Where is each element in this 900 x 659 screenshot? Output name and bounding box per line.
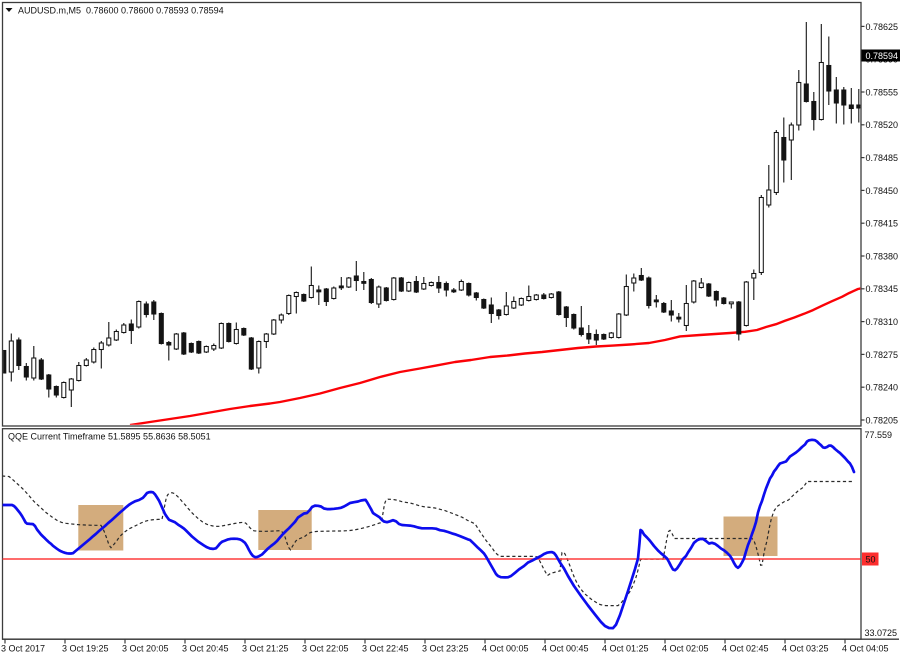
svg-text:50: 50 [866,555,876,565]
svg-text:4 Oct 02:05: 4 Oct 02:05 [662,644,709,654]
svg-text:0.78555: 0.78555 [866,87,899,97]
svg-text:AUDUSD.m,M5 0.78600 0.78600 0: AUDUSD.m,M5 0.78600 0.78600 0.78593 0.78… [18,6,224,16]
svg-text:0.78240: 0.78240 [866,383,899,393]
svg-text:0.78485: 0.78485 [866,153,899,163]
svg-text:4 Oct 04:05: 4 Oct 04:05 [842,644,889,654]
svg-text:0.78520: 0.78520 [866,120,899,130]
svg-text:77.559: 77.559 [865,430,893,440]
svg-text:3 Oct 22:05: 3 Oct 22:05 [302,644,349,654]
svg-text:0.78450: 0.78450 [866,186,899,196]
svg-text:3 Oct 21:25: 3 Oct 21:25 [242,644,289,654]
svg-text:0.78275: 0.78275 [866,350,899,360]
svg-text:4 Oct 01:25: 4 Oct 01:25 [602,644,649,654]
svg-text:3 Oct 19:25: 3 Oct 19:25 [62,644,109,654]
svg-text:0.78625: 0.78625 [866,22,899,32]
svg-text:0.78380: 0.78380 [866,251,899,261]
svg-text:3 Oct 20:45: 3 Oct 20:45 [182,644,229,654]
svg-text:0.78310: 0.78310 [866,317,899,327]
svg-text:4 Oct 00:05: 4 Oct 00:05 [482,644,529,654]
svg-text:0.78345: 0.78345 [866,284,899,294]
svg-text:3 Oct 23:25: 3 Oct 23:25 [422,644,469,654]
svg-text:4 Oct 03:25: 4 Oct 03:25 [782,644,829,654]
svg-text:4 Oct 00:45: 4 Oct 00:45 [542,644,589,654]
svg-text:4 Oct 02:45: 4 Oct 02:45 [722,644,769,654]
svg-text:0.78594: 0.78594 [866,51,899,61]
svg-text:3 Oct 20:05: 3 Oct 20:05 [122,644,169,654]
svg-text:0.78415: 0.78415 [866,219,899,229]
svg-text:QQE Current Timeframe 51.5895: QQE Current Timeframe 51.5895 55.8636 58… [8,432,211,442]
svg-text:3 Oct 2017: 3 Oct 2017 [1,644,45,654]
svg-text:33.0725: 33.0725 [865,628,898,638]
svg-text:3 Oct 22:45: 3 Oct 22:45 [362,644,409,654]
svg-text:0.78205: 0.78205 [866,415,899,425]
